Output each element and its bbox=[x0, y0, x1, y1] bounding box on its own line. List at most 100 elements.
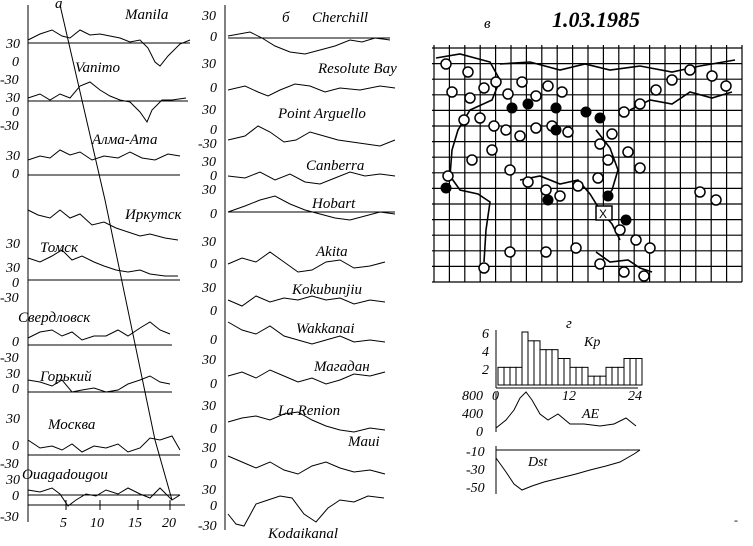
station-open-marker bbox=[504, 246, 516, 258]
kp-bar bbox=[599, 375, 607, 386]
tick-b-12: 30 bbox=[201, 235, 216, 250]
x-tick-a-20: 20 bbox=[162, 516, 176, 531]
station-open-marker bbox=[500, 124, 512, 136]
station-open-marker bbox=[694, 186, 706, 198]
propagation-line bbox=[59, 4, 173, 501]
kp-bar bbox=[521, 331, 529, 386]
kp-bar bbox=[569, 366, 577, 386]
tick-a-0i: 0 bbox=[12, 489, 19, 504]
tick-b-17: 30 bbox=[201, 353, 216, 368]
panel-b bbox=[224, 5, 396, 530]
station-label-a-2: Алма-Ата bbox=[91, 132, 157, 148]
station-label-b-8: Магадан bbox=[313, 359, 370, 375]
tick-a-m30e: -30 bbox=[0, 291, 19, 306]
kp-bar bbox=[527, 340, 535, 386]
station-open-marker bbox=[592, 172, 604, 184]
station-open-marker bbox=[634, 98, 646, 110]
kp-bar bbox=[515, 366, 523, 386]
tick-a-m30i: -30 bbox=[0, 510, 19, 525]
station-open-marker bbox=[614, 224, 626, 236]
dst-tick-m30: -30 bbox=[466, 463, 485, 478]
station-open-marker bbox=[570, 242, 582, 254]
panel-a-x-ticks: 5 10 15 20 bbox=[60, 516, 176, 531]
tick-b-10: 30 bbox=[201, 183, 216, 198]
dst-tick-m50: -50 bbox=[466, 481, 485, 496]
tick-a-30e: 30 bbox=[5, 261, 20, 276]
trace-gorky bbox=[27, 375, 171, 393]
map-date: 1.03.1985 bbox=[552, 7, 640, 32]
trace-tomsk bbox=[27, 249, 178, 277]
station-open-marker bbox=[562, 126, 574, 138]
kp-bar bbox=[635, 358, 643, 386]
station-open-marker bbox=[540, 184, 552, 196]
tick-a-30b: 30 bbox=[5, 91, 20, 106]
station-open-marker bbox=[502, 88, 514, 100]
tick-b-18: 0 bbox=[210, 377, 217, 392]
tick-a-30d: 30 bbox=[5, 237, 20, 252]
trace-wakkanai bbox=[227, 321, 386, 345]
station-open-marker bbox=[554, 190, 566, 202]
station-open-marker bbox=[634, 162, 646, 174]
ae-tick-0: 0 bbox=[476, 425, 483, 440]
trace-cherchill bbox=[227, 31, 391, 55]
station-open-marker bbox=[464, 92, 476, 104]
tick-b-21: 30 bbox=[201, 441, 216, 456]
station-open-marker bbox=[478, 82, 490, 94]
ae-chart bbox=[495, 387, 638, 432]
station-label-a-7: Москва bbox=[47, 417, 95, 433]
tick-b-3: 30 bbox=[201, 57, 216, 72]
tick-b-1: 30 bbox=[201, 9, 216, 24]
station-label-b-9: La Renion bbox=[277, 403, 340, 419]
kp-tick-4: 4 bbox=[482, 345, 489, 360]
tick-a-m30b: -30 bbox=[0, 119, 19, 134]
panel-b-y-ticks: 30 0 30 0 30 0 -30 30 0 30 0 30 0 30 0 0… bbox=[198, 9, 217, 534]
tick-b-14: 30 bbox=[201, 281, 216, 296]
kp-tick-6: 6 bbox=[482, 327, 489, 342]
station-open-marker bbox=[556, 86, 568, 98]
dst-label: Dst bbox=[527, 455, 549, 470]
station-filled-marker bbox=[542, 194, 554, 206]
tick-a-0c: 0 bbox=[12, 167, 19, 182]
kp-bar bbox=[563, 358, 571, 386]
station-open-marker bbox=[522, 176, 534, 188]
station-open-marker bbox=[594, 258, 606, 270]
station-open-marker bbox=[602, 154, 614, 166]
dst-chart bbox=[495, 446, 641, 494]
tick-b-16: 0 bbox=[210, 333, 217, 348]
tick-a-m30: -30 bbox=[0, 73, 19, 88]
station-filled-marker bbox=[506, 102, 518, 114]
kp-bar bbox=[611, 366, 619, 386]
x-tick-g-0: 0 bbox=[492, 389, 499, 404]
station-open-marker bbox=[516, 76, 528, 88]
panel-a bbox=[27, 4, 191, 522]
station-filled-marker bbox=[550, 124, 562, 136]
station-label-b-10: Maui bbox=[347, 434, 380, 450]
trace-canberra bbox=[227, 171, 396, 185]
trace-maui bbox=[227, 455, 386, 475]
station-open-marker bbox=[720, 80, 732, 92]
station-open-marker bbox=[490, 76, 502, 88]
station-label-b-0: Cherchill bbox=[312, 10, 368, 26]
tick-b-25: -30 bbox=[198, 519, 217, 534]
trace-resolute-bay bbox=[227, 83, 396, 97]
station-label-a-0: Manila bbox=[124, 7, 168, 23]
trace-manila bbox=[27, 29, 191, 67]
tick-a-0f: 0 bbox=[12, 335, 19, 350]
kp-bar bbox=[557, 358, 565, 386]
tick-b-4: 0 bbox=[210, 81, 217, 96]
station-open-marker bbox=[594, 138, 606, 150]
station-open-marker bbox=[440, 58, 452, 70]
panel-v-label: в bbox=[484, 16, 491, 32]
station-open-marker bbox=[638, 270, 650, 282]
station-label-b-4: Hobart bbox=[311, 196, 356, 212]
tick-a-0b: 0 bbox=[12, 105, 19, 120]
tick-b-20: 0 bbox=[210, 422, 217, 437]
station-open-marker bbox=[630, 234, 642, 246]
trace-irkutsk bbox=[27, 209, 179, 241]
station-open-marker bbox=[644, 242, 656, 254]
station-open-marker bbox=[618, 106, 630, 118]
station-open-marker bbox=[650, 84, 662, 96]
station-label-b-6: Kokubunjiu bbox=[291, 282, 362, 298]
station-label-a-3: Иркутск bbox=[124, 207, 182, 223]
station-open-marker bbox=[618, 266, 630, 278]
